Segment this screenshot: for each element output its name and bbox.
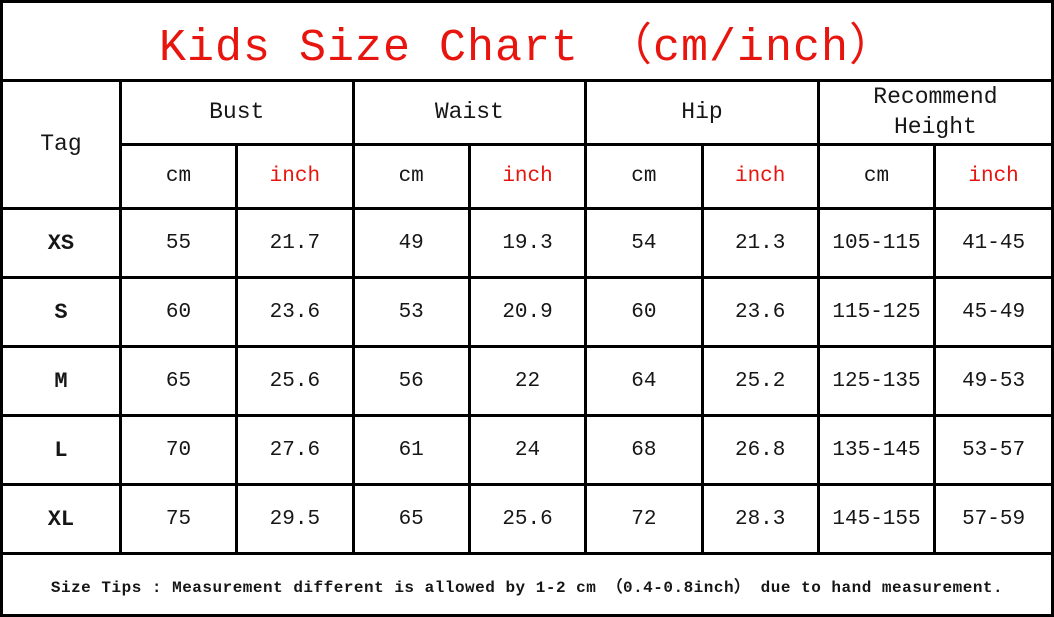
unit-height-cm: cm (816, 143, 937, 210)
unit-hip-inch: inch (700, 143, 820, 210)
hip-inch-cell: 28.3 (700, 483, 820, 555)
hip-cm-cell: 54 (584, 207, 704, 279)
waist-inch-cell: 24 (467, 414, 588, 486)
hip-inch-cell: 26.8 (700, 414, 820, 486)
header-bust: Bust (118, 80, 355, 146)
unit-hip-cm: cm (584, 143, 704, 210)
bust-inch-cell: 29.5 (235, 483, 355, 555)
header-units-row: cm inch cm inch cm inch cm inch (3, 143, 1053, 210)
unit-bust-cm: cm (118, 143, 239, 210)
bust-cm-cell: 55 (118, 207, 239, 279)
unit-waist-cm: cm (351, 143, 471, 210)
height-cm-cell: 125-135 (816, 345, 937, 417)
tag-cell: XS (1, 207, 122, 279)
height-cm-cell: 115-125 (816, 276, 937, 348)
footer-row: Size Tips : Measurement different is all… (1, 552, 1053, 617)
hip-cm-cell: 64 (584, 345, 704, 417)
waist-inch-cell: 25.6 (467, 483, 588, 555)
tag-cell: M (1, 345, 122, 417)
bust-cm-cell: 60 (118, 276, 239, 348)
height-inch-cell: 49-53 (933, 345, 1053, 417)
waist-inch-cell: 19.3 (467, 207, 588, 279)
header-waist: Waist (351, 80, 588, 146)
unit-height-inch: inch (933, 143, 1053, 210)
bust-cm-cell: 75 (118, 483, 239, 555)
hip-cm-cell: 60 (584, 276, 704, 348)
table-row-l: L 70 27.6 61 24 68 26.8 135-145 53-57 (1, 414, 1053, 486)
size-tips-note: Size Tips : Measurement different is all… (1, 552, 1053, 617)
waist-cm-cell: 56 (351, 345, 471, 417)
table-row-xl: XL 75 29.5 65 25.6 72 28.3 145-155 57-59 (1, 483, 1053, 555)
unit-bust-inch: inch (235, 143, 355, 210)
bust-inch-cell: 21.7 (235, 207, 355, 279)
hip-cm-cell: 72 (584, 483, 704, 555)
bust-inch-cell: 25.6 (235, 345, 355, 417)
height-inch-cell: 41-45 (933, 207, 1053, 279)
waist-inch-cell: 22 (467, 345, 588, 417)
header-hip: Hip (584, 80, 820, 146)
height-inch-cell: 57-59 (933, 483, 1053, 555)
bust-inch-cell: 23.6 (235, 276, 355, 348)
height-cm-cell: 135-145 (816, 414, 937, 486)
table-row-xs: XS 55 21.7 49 19.3 54 21.3 105-115 41-45 (1, 207, 1053, 279)
header-tag: Tag (1, 80, 122, 210)
bust-cm-cell: 70 (118, 414, 239, 486)
waist-inch-cell: 20.9 (467, 276, 588, 348)
tag-cell: XL (1, 483, 122, 555)
tag-cell: L (1, 414, 122, 486)
hip-inch-cell: 25.2 (700, 345, 820, 417)
waist-cm-cell: 61 (351, 414, 471, 486)
header-recommend-height: Recommend Height (816, 80, 1053, 146)
bust-inch-cell: 27.6 (235, 414, 355, 486)
size-table: Tag Bust Waist Hip Recommend Height cm i… (1, 80, 1053, 617)
table-row-s: S 60 23.6 53 20.9 60 23.6 115-125 45-49 (1, 276, 1053, 348)
height-cm-cell: 145-155 (816, 483, 937, 555)
waist-cm-cell: 53 (351, 276, 471, 348)
height-inch-cell: 45-49 (933, 276, 1053, 348)
hip-cm-cell: 68 (584, 414, 704, 486)
table-row-m: M 65 25.6 56 22 64 25.2 125-135 49-53 (1, 345, 1053, 417)
unit-waist-inch: inch (467, 143, 588, 210)
tag-cell: S (1, 276, 122, 348)
bust-cm-cell: 65 (118, 345, 239, 417)
hip-inch-cell: 23.6 (700, 276, 820, 348)
hip-inch-cell: 21.3 (700, 207, 820, 279)
waist-cm-cell: 65 (351, 483, 471, 555)
height-cm-cell: 105-115 (816, 207, 937, 279)
height-inch-cell: 53-57 (933, 414, 1053, 486)
page-title: Kids Size Chart （cm/inch） (3, 3, 1051, 82)
waist-cm-cell: 49 (351, 207, 471, 279)
header-group-row: Tag Bust Waist Hip Recommend Height (1, 80, 1053, 210)
